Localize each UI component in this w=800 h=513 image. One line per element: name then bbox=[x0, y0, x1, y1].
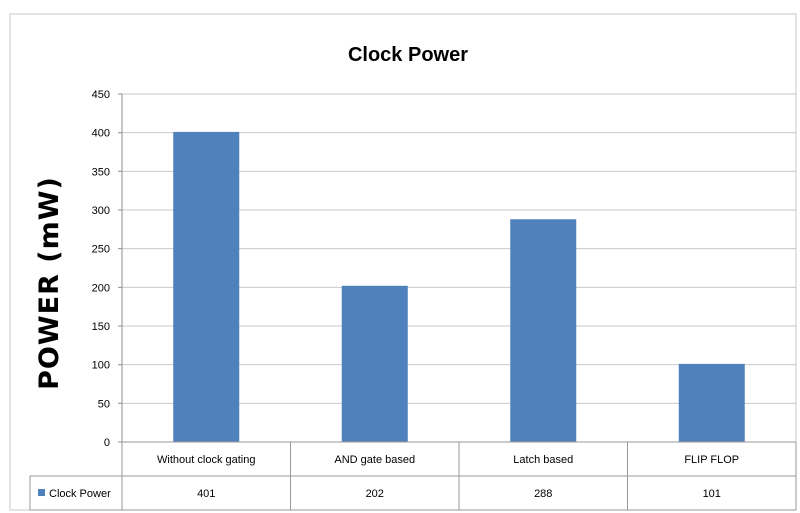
data-table: Without clock gating AND gate based Latch … bbox=[29, 441, 797, 511]
y-axis-label: POWER (mW) bbox=[34, 176, 65, 390]
legend-label: Clock Power bbox=[49, 488, 111, 500]
chart-title: Clock Power bbox=[348, 44, 468, 66]
legend-swatch bbox=[38, 489, 45, 496]
y-tick-label: 0 bbox=[104, 437, 110, 449]
y-tick-label: 450 bbox=[92, 89, 110, 101]
y-tick-label: 350 bbox=[92, 166, 110, 178]
y-tick-label: 100 bbox=[92, 360, 110, 372]
bar bbox=[173, 131, 240, 443]
bar bbox=[510, 219, 577, 442]
y-tick-label: 200 bbox=[92, 282, 110, 294]
category-label: Latch based bbox=[513, 454, 573, 466]
data-label: 202 bbox=[366, 488, 384, 500]
category-label: Without clock gating bbox=[157, 454, 255, 466]
data-label: 401 bbox=[197, 488, 215, 500]
category-label: AND gate based bbox=[334, 454, 415, 466]
bars bbox=[173, 131, 745, 443]
y-tick-label: 300 bbox=[92, 205, 110, 217]
data-label: 101 bbox=[703, 488, 721, 500]
y-tick-label: 250 bbox=[92, 244, 110, 256]
bar bbox=[678, 363, 745, 442]
y-tick-label: 400 bbox=[92, 128, 110, 140]
category-label: FLIP FLOP bbox=[684, 454, 739, 466]
data-label: 288 bbox=[534, 488, 552, 500]
y-axis-ticks: 0 50 100 150 200 250 300 350 400 450 bbox=[92, 89, 123, 449]
y-tick-label: 50 bbox=[98, 398, 110, 410]
bar bbox=[341, 285, 408, 442]
y-tick-label: 150 bbox=[92, 321, 110, 333]
